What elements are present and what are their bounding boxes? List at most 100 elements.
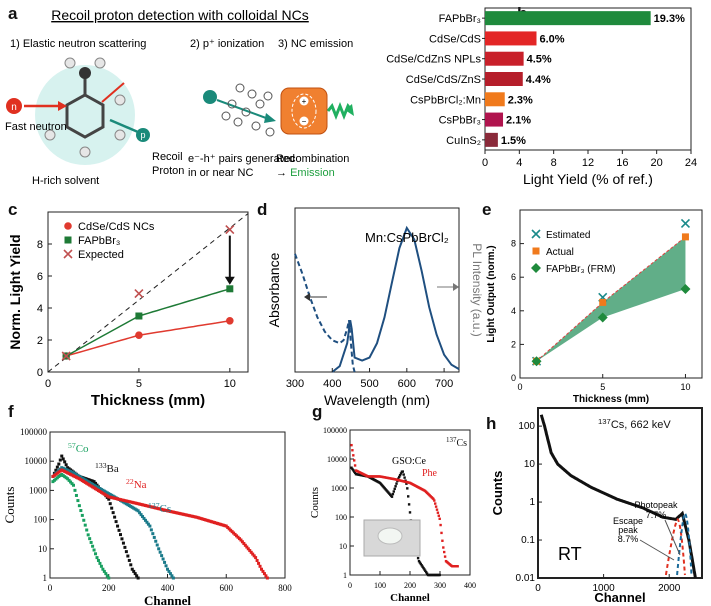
h-photopeak-value: 7.7% <box>646 510 667 520</box>
hole-sign: + <box>302 97 307 106</box>
f-data-point <box>251 552 255 556</box>
f-data-point <box>160 554 164 558</box>
f-data-point <box>113 515 117 519</box>
f-data-point <box>99 564 103 568</box>
g-x-tick-label: 0 <box>348 581 352 590</box>
e-x-axis-label: Thickness (mm) <box>573 394 649 405</box>
f-data-point <box>123 545 127 549</box>
g-x-tick-label: 400 <box>464 581 476 590</box>
panel-h-label: h <box>486 414 497 433</box>
electron-sign: − <box>302 117 307 126</box>
hydrogen-atom <box>79 146 91 158</box>
b-bar <box>485 11 651 26</box>
g-data-point <box>439 523 442 527</box>
f-data-point <box>252 554 256 558</box>
g-data-point <box>443 555 447 558</box>
c-legend-label: CdSe/CdS NCs <box>78 221 155 233</box>
carbon-atom <box>79 67 91 79</box>
g-phe-label: Phe <box>422 468 438 479</box>
f-data-point <box>158 550 162 554</box>
g-data-point <box>350 466 353 469</box>
c-y-axis-label: Norm. Light Yield <box>7 234 23 349</box>
f-data-point <box>86 533 90 537</box>
d-x-tick-label: 500 <box>360 378 378 390</box>
f-data-point <box>77 504 81 508</box>
f-data-point <box>119 533 122 537</box>
solvent-molecule-ring <box>65 93 105 139</box>
h-rt-label: RT <box>558 544 582 564</box>
f-data-point <box>94 481 98 485</box>
e-data-point <box>599 298 607 306</box>
h-photopeak-title: Photopeak <box>634 500 678 510</box>
f-isotope-label: 137Cs <box>148 501 171 516</box>
panel-g-chart: 0 100 200 300 400 1 10 100 1000 10000 100000 137Cs G… <box>309 426 476 604</box>
f-data-point <box>105 574 109 578</box>
g-data-point <box>434 505 438 508</box>
panel-f-chart: 0 200 400 600 800 1 10 100 1000 10000 100000 Channe… <box>2 427 292 606</box>
c-y-tick-label: 2 <box>37 335 43 347</box>
b-bar <box>485 92 505 107</box>
b-value-label: 2.1% <box>506 115 531 127</box>
e-y-axis-label: Light Output (norm.) <box>486 245 497 342</box>
g-data-point <box>353 470 356 473</box>
c-data-point <box>226 285 234 293</box>
f-data-point <box>148 524 152 528</box>
d-x-tick-label: 700 <box>435 378 453 390</box>
b-category-label: CsPbBr₃ <box>439 115 481 127</box>
f-y-tick-label: 100000 <box>20 427 48 437</box>
b-category-label: CdSe/CdS <box>429 33 481 45</box>
g-data-point <box>394 485 397 488</box>
d-chart-title: Mn:CsPbBrCl₂ <box>365 230 449 245</box>
f-data-point <box>111 511 115 515</box>
f-data-point <box>108 502 112 506</box>
f-y-tick-label: 1000 <box>29 485 48 495</box>
f-data-point <box>83 523 87 527</box>
h-escape-title-1: Escape <box>613 516 643 526</box>
h-x-tick-label: 2000 <box>658 583 681 594</box>
panel-c: c 0 5 10 0 2 4 6 8 Thickness (mm) Norm. Light Yie… <box>0 200 255 409</box>
c-legend-label: Expected <box>78 249 124 261</box>
f-data-point <box>157 547 161 551</box>
e-legend-marker <box>531 229 541 239</box>
c-legend-label: FAPbBr₃ <box>78 235 120 247</box>
g-data-point <box>353 459 356 462</box>
h-y-tick-label: 100 <box>518 421 535 432</box>
b-bar <box>485 31 537 46</box>
g-data-point <box>438 517 441 520</box>
g-data-point <box>350 443 353 447</box>
h-x-axis-label: Channel <box>594 590 645 605</box>
g-data-point <box>398 473 402 477</box>
g-x-tick-label: 300 <box>434 581 446 590</box>
f-y-tick-label: 1 <box>43 573 48 583</box>
f-data-point <box>91 544 95 548</box>
emission-wave-icon <box>326 101 354 121</box>
panel-a-label: a <box>8 4 18 23</box>
f-data-point <box>61 457 65 461</box>
eh-pairs-cloud <box>221 83 275 137</box>
hydrogen-atom <box>114 129 126 141</box>
f-data-point <box>152 535 156 539</box>
g-data-point <box>351 449 354 452</box>
f-isotope-label: 57Co <box>68 441 89 456</box>
g-data-point <box>434 502 437 505</box>
panel-a-title: Recoil proton detection with colloidal N… <box>51 7 309 23</box>
f-y-tick-label: 10000 <box>25 456 48 466</box>
g-data-point <box>398 475 401 479</box>
panel-h-chart: 0 1000 2000 0.01 0.1 1 10 100 137Cs, 662 keV RT Ph… <box>490 407 703 605</box>
f-data-point <box>166 567 169 571</box>
f-data-point <box>92 480 96 484</box>
neutron-icon <box>6 98 22 114</box>
f-data-point <box>67 478 71 482</box>
panel-a: a Recoil proton detection with colloidal… <box>0 0 355 195</box>
hydrogen-atom <box>44 129 56 141</box>
emission-word: Emission <box>290 167 335 179</box>
g-data-point <box>436 511 440 514</box>
e-y-tick-label: 8 <box>511 239 516 249</box>
step-2-label: 2) p⁺ ionization <box>190 38 264 50</box>
e-legend-marker <box>532 247 540 255</box>
b-category-label: FAPbBr₃ <box>439 13 481 25</box>
f-data-point <box>126 554 130 558</box>
f-data-point <box>58 458 62 462</box>
c-expected-line <box>47 213 249 373</box>
